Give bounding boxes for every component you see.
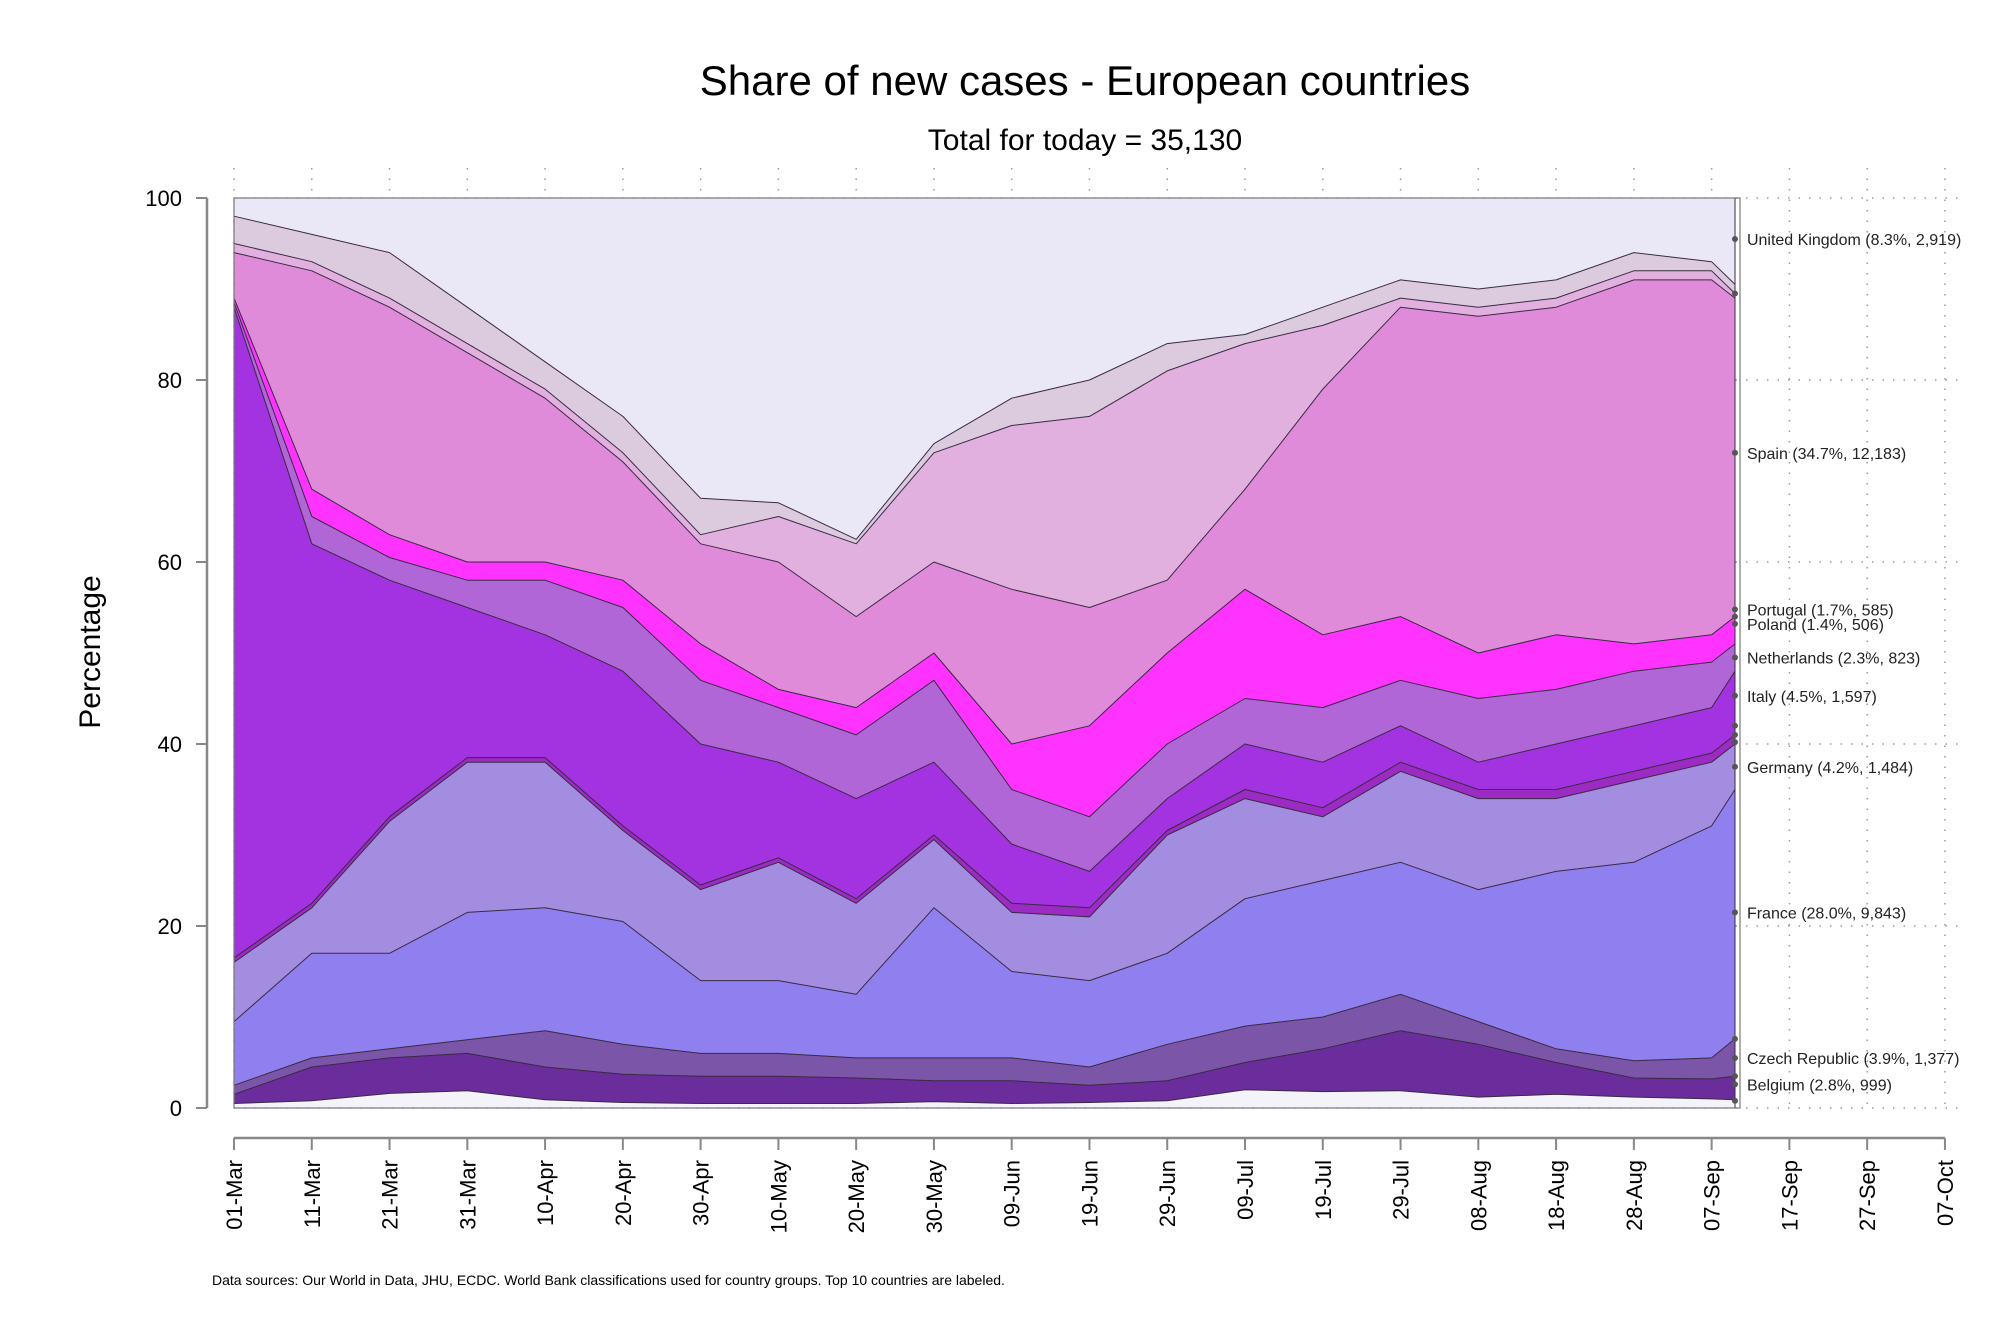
x-tick-label: 20-Apr — [611, 1160, 636, 1226]
label-point — [1731, 909, 1738, 916]
data-source-note: Data sources: Our World in Data, JHU, EC… — [212, 1272, 1005, 1288]
x-tick-label: 20-May — [844, 1160, 869, 1233]
chart-title: Share of new cases - European countries — [700, 57, 1470, 104]
boundary-point — [1731, 731, 1738, 738]
x-tick-label: 17-Sep — [1777, 1160, 1802, 1231]
x-tick-label: 11-Mar — [300, 1160, 325, 1228]
x-tick-label: 30-Apr — [689, 1160, 714, 1226]
boundary-point — [1731, 1097, 1738, 1104]
country-label: Czech Republic (3.9%, 1,377) — [1747, 1051, 1960, 1068]
label-point — [1731, 620, 1738, 627]
x-tick-label: 08-Aug — [1466, 1160, 1491, 1231]
x-tick-label: 01-Mar — [222, 1160, 247, 1230]
label-point — [1731, 692, 1738, 699]
country-label: France (28.0%, 9,843) — [1747, 905, 1906, 922]
x-tick-label: 10-Apr — [533, 1160, 558, 1226]
label-point — [1731, 1054, 1738, 1061]
boundary-point — [1731, 290, 1738, 297]
area-band — [233, 1030, 1736, 1109]
x-tick-label: 27-Sep — [1855, 1160, 1880, 1231]
boundary-point — [1731, 613, 1738, 620]
x-tick-label: 21-Mar — [378, 1160, 403, 1230]
label-point — [1731, 235, 1738, 242]
boundary-point — [1731, 1073, 1738, 1080]
country-label: Germany (4.2%, 1,484) — [1747, 760, 1913, 777]
x-tick-label: 31-Mar — [455, 1160, 480, 1230]
plot-frame — [233, 197, 1741, 1109]
label-point — [1731, 1081, 1738, 1088]
stacked-areas — [233, 197, 1736, 1109]
label-point — [1731, 763, 1738, 770]
boundary-point — [1731, 1035, 1738, 1042]
x-tick-label: 09-Jul — [1233, 1160, 1258, 1220]
y-tick-label: 100 — [145, 186, 182, 211]
x-tick-label: 19-Jul — [1311, 1160, 1336, 1220]
boundary-point — [1731, 722, 1738, 729]
country-label: Portugal (1.7%, 585) — [1747, 602, 1894, 619]
label-point — [1731, 606, 1738, 613]
y-tick-label: 0 — [170, 1096, 182, 1121]
boundary-point — [1731, 739, 1738, 746]
x-tick-label: 18-Aug — [1544, 1160, 1569, 1231]
x-tick-label: 10-May — [766, 1160, 791, 1233]
country-label: Poland (1.4%, 506) — [1747, 617, 1884, 634]
x-tick-label: 07-Sep — [1700, 1160, 1725, 1231]
area-band — [233, 1089, 1736, 1109]
x-tick-label: 09-Jun — [1000, 1160, 1025, 1227]
country-label: Netherlands (2.3%, 823) — [1747, 651, 1920, 668]
label-point — [1731, 654, 1738, 661]
y-tick-label: 80 — [158, 368, 182, 393]
y-tick-label: 60 — [158, 550, 182, 575]
country-label: Belgium (2.8%, 999) — [1747, 1077, 1892, 1094]
country-labels: United Kingdom (8.3%, 2,919) Spain (34.7%… — [1731, 232, 1961, 1104]
x-tick-label: 19-Jun — [1078, 1160, 1103, 1227]
x-tick-label: 29-Jul — [1389, 1160, 1414, 1220]
x-tick-label: 29-Jun — [1155, 1160, 1180, 1227]
y-tick-label: 40 — [158, 732, 182, 757]
y-tick-label: 20 — [158, 914, 182, 939]
country-label: United Kingdom (8.3%, 2,919) — [1747, 232, 1961, 249]
y-axis-label: Percentage — [74, 575, 107, 728]
label-point — [1731, 449, 1738, 456]
chart-subtitle: Total for today = 35,130 — [928, 124, 1242, 157]
country-label: Italy (4.5%, 1,597) — [1747, 689, 1877, 706]
country-label: Spain (34.7%, 12,183) — [1747, 446, 1906, 463]
x-tick-label: 07-Oct — [1933, 1160, 1958, 1226]
axes: 0 20 40 60 80 100 01-Mar 11-Mar 21-Mar 31-Mar 10-A… — [145, 186, 1958, 1233]
x-tick-label: 28-Aug — [1622, 1160, 1647, 1231]
x-tick-label: 30-May — [922, 1160, 947, 1233]
